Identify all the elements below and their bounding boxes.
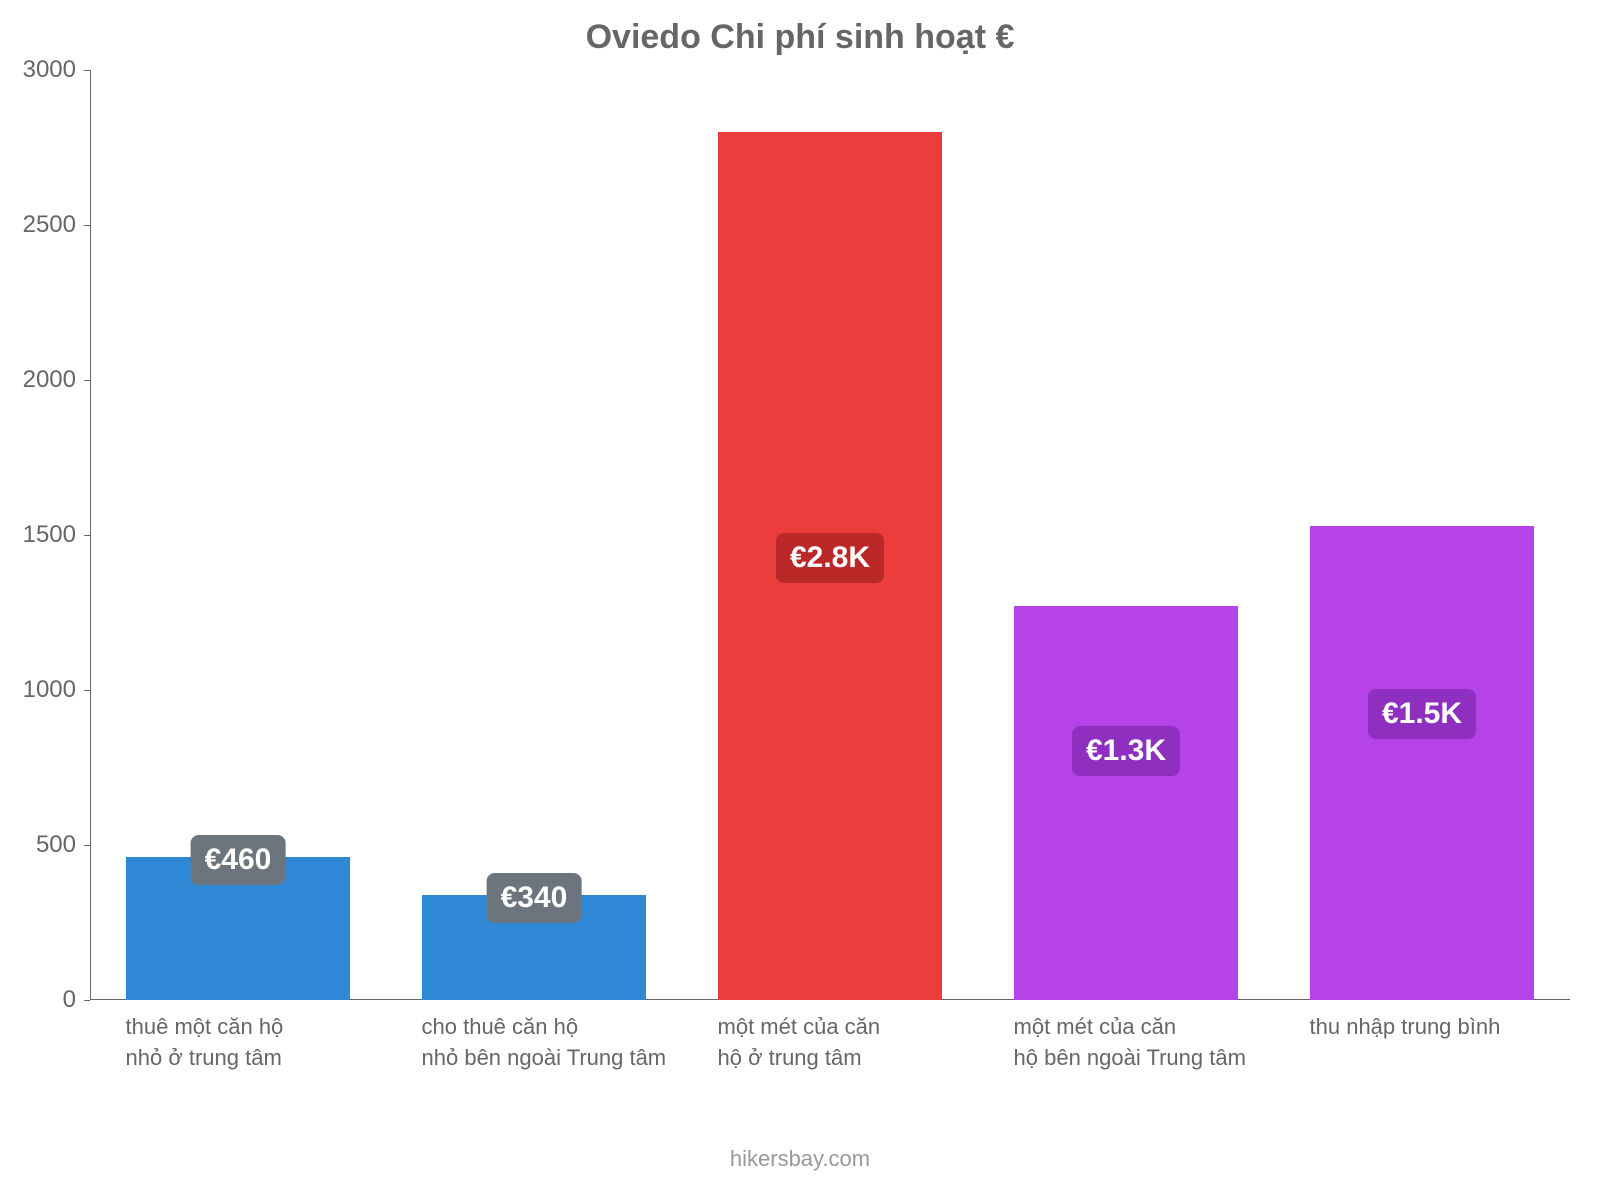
- x-axis-label: thu nhập trung bình: [1310, 1012, 1565, 1043]
- y-tick-label: 3000: [23, 56, 90, 84]
- y-tick-mark: [84, 535, 90, 536]
- y-tick-label: 2500: [23, 211, 90, 239]
- value-label: €460: [191, 835, 286, 885]
- y-tick-mark: [84, 845, 90, 846]
- y-tick-label: 1000: [23, 676, 90, 704]
- y-tick-mark: [84, 70, 90, 71]
- y-tick-mark: [84, 225, 90, 226]
- y-tick-mark: [84, 1000, 90, 1001]
- bar-slot: €2.8K: [682, 70, 978, 1000]
- x-axis-label: cho thuê căn hộnhỏ bên ngoài Trung tâm: [422, 1012, 677, 1074]
- bar: €1.5K: [1310, 526, 1535, 1000]
- bar: €340: [422, 895, 647, 1000]
- x-axis-label: một mét của cănhộ ở trung tâm: [718, 1012, 973, 1074]
- bar-slot: €1.3K: [978, 70, 1274, 1000]
- x-label-line: nhỏ ở trung tâm: [126, 1043, 381, 1074]
- footer-attribution: hikersbay.com: [0, 1146, 1600, 1172]
- bar-slot: €1.5K: [1274, 70, 1570, 1000]
- value-label: €1.3K: [1072, 726, 1180, 776]
- x-label-line: thu nhập trung bình: [1310, 1012, 1565, 1043]
- x-axis-label: thuê một căn hộnhỏ ở trung tâm: [126, 1012, 381, 1074]
- chart-container: Oviedo Chi phí sinh hoạt € €460 €340 €2.8K…: [0, 0, 1600, 1200]
- x-label-line: hộ bên ngoài Trung tâm: [1014, 1043, 1269, 1074]
- x-label-line: một mét của căn: [718, 1012, 973, 1043]
- x-label-line: hộ ở trung tâm: [718, 1043, 973, 1074]
- value-label: €1.5K: [1368, 689, 1476, 739]
- bars-group: €460 €340 €2.8K €1.3K €1.5K: [90, 70, 1570, 1000]
- chart-title: Oviedo Chi phí sinh hoạt €: [0, 18, 1600, 57]
- bar: €460: [126, 857, 351, 1000]
- y-tick-mark: [84, 380, 90, 381]
- bar: €2.8K: [718, 132, 943, 1000]
- bar: €1.3K: [1014, 606, 1239, 1000]
- x-label-line: nhỏ bên ngoài Trung tâm: [422, 1043, 677, 1074]
- y-tick-mark: [84, 690, 90, 691]
- x-label-line: cho thuê căn hộ: [422, 1012, 677, 1043]
- y-tick-label: 1500: [23, 521, 90, 549]
- value-label: €2.8K: [776, 533, 884, 583]
- bar-slot: €460: [90, 70, 386, 1000]
- x-label-line: một mét của căn: [1014, 1012, 1269, 1043]
- x-label-line: thuê một căn hộ: [126, 1012, 381, 1043]
- y-tick-label: 500: [36, 831, 90, 859]
- x-axis-label: một mét của cănhộ bên ngoài Trung tâm: [1014, 1012, 1269, 1074]
- value-label: €340: [487, 873, 582, 923]
- plot-area: €460€340€2.8K€1.3K€1.5K 0500100015002000…: [90, 70, 1570, 1000]
- bar-slot: €340: [386, 70, 682, 1000]
- y-tick-label: 2000: [23, 366, 90, 394]
